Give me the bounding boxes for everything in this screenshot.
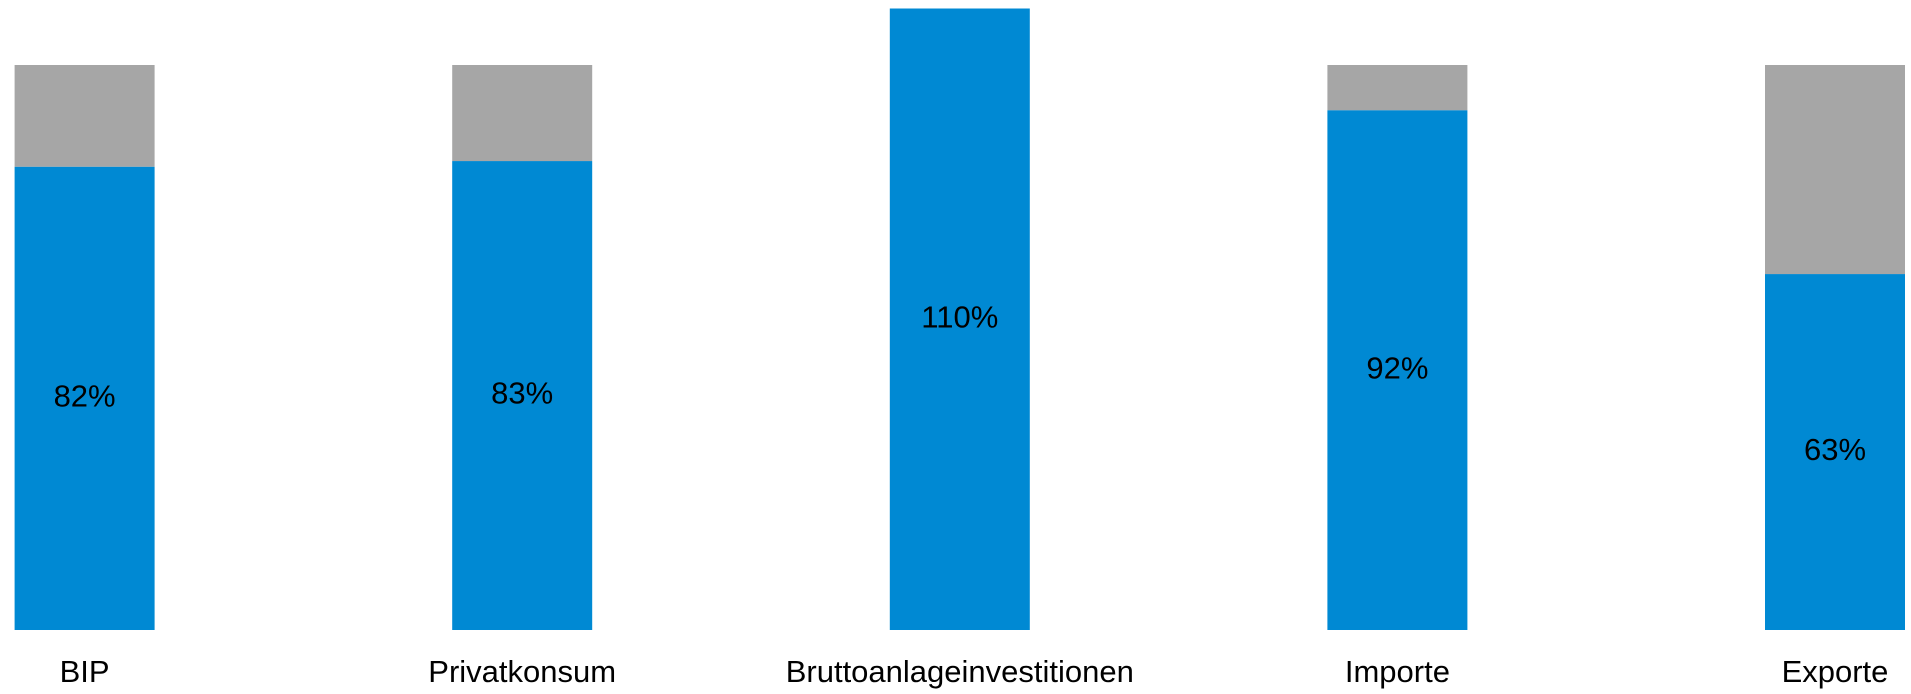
bar-segment bbox=[452, 161, 593, 631]
bar-segment bbox=[1327, 65, 1468, 111]
data-label: 110% bbox=[921, 299, 998, 334]
x-tick-label: Importe bbox=[1345, 654, 1450, 689]
data-label: 92% bbox=[1366, 350, 1428, 385]
bar-segment bbox=[1765, 65, 1905, 275]
bar-segment bbox=[452, 65, 593, 162]
x-tick-label: Privatkonsum bbox=[428, 654, 616, 689]
bar-segment bbox=[889, 8, 1030, 630]
x-tick-label: BIP bbox=[60, 654, 110, 689]
bar-segment bbox=[14, 166, 155, 630]
x-tick-label: Bruttoanlageinvestitionen bbox=[786, 654, 1134, 689]
bar-segment bbox=[14, 65, 155, 167]
data-label: 82% bbox=[54, 379, 116, 414]
x-tick-label: Exporte bbox=[1782, 654, 1889, 689]
bar-segment bbox=[1765, 274, 1905, 630]
data-label: 63% bbox=[1804, 432, 1866, 467]
bar-segment bbox=[1327, 110, 1468, 630]
data-label: 83% bbox=[491, 376, 553, 411]
